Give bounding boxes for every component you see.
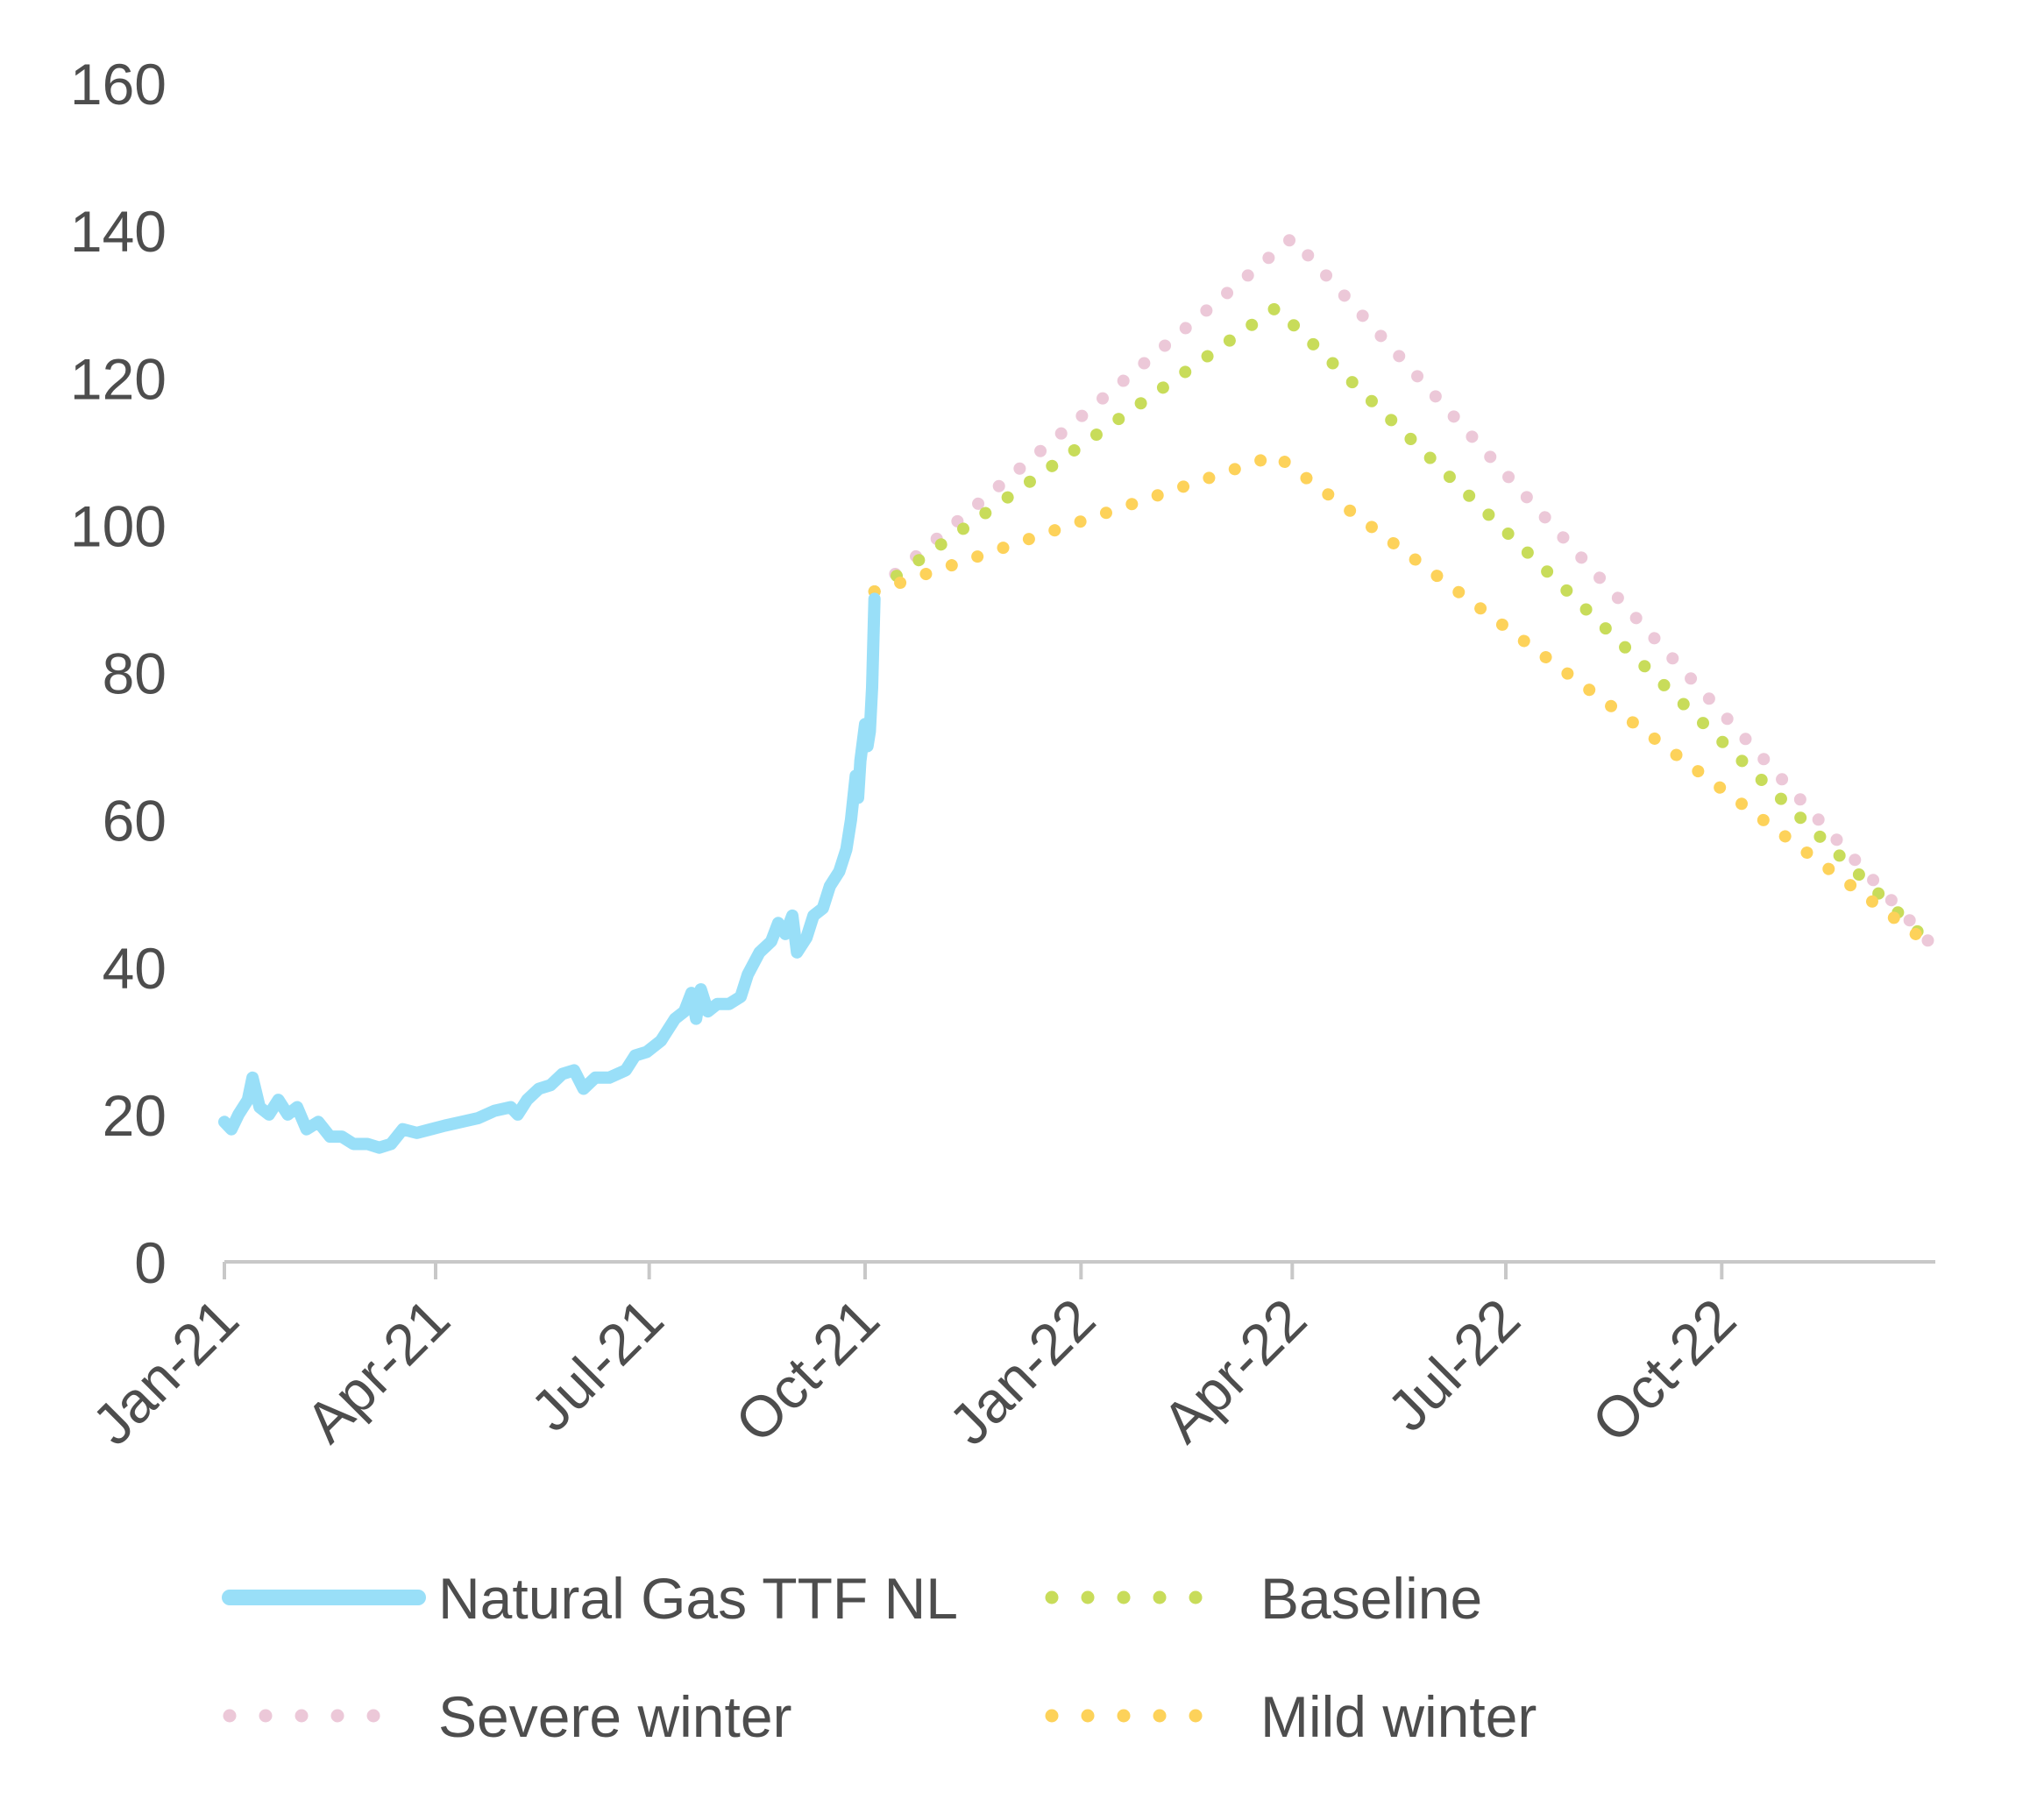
- legend: Natural Gas TTF NL Baseline Severe winter M…: [222, 1566, 1537, 1749]
- legend-label: Mild winter: [1260, 1684, 1537, 1749]
- legend-label: Severe winter: [438, 1684, 792, 1749]
- y-tick-label: 20: [103, 1083, 167, 1148]
- x-axis: Jan-21 Apr-21 Jul-21 Oct-21 Jan-22 Apr-22 Jul-…: [80, 1260, 1935, 1457]
- y-tick-label: 0: [134, 1230, 167, 1295]
- y-tick-label: 100: [70, 493, 167, 558]
- y-tick-label: 60: [103, 789, 167, 853]
- legend-item-baseline: Baseline: [1045, 1566, 1482, 1631]
- x-tick-label: Apr-22: [1150, 1286, 1318, 1455]
- y-tick-label: 160: [70, 52, 167, 117]
- y-tick-label: 40: [103, 936, 167, 1001]
- y-axis: 0 20 40 60 80 100 120 140 160: [70, 52, 167, 1295]
- mild-winter-line: [868, 448, 1941, 955]
- natural-gas-ttf-nl-line: [218, 592, 881, 1154]
- legend-item-severe-winter: Severe winter: [223, 1684, 792, 1749]
- x-tick-label: Jan-21: [80, 1286, 251, 1457]
- x-tick-label: Oct-22: [1579, 1286, 1748, 1455]
- baseline-line: [868, 300, 1941, 955]
- x-tick-label: Jul-22: [1374, 1286, 1531, 1443]
- y-tick-label: 80: [103, 641, 167, 706]
- legend-item-natural-gas-ttf-nl: Natural Gas TTF NL: [222, 1566, 958, 1631]
- legend-item-mild-winter: Mild winter: [1045, 1684, 1537, 1749]
- y-tick-label: 120: [70, 346, 167, 411]
- plot-area: [218, 229, 1941, 1154]
- x-tick-label: Jul-21: [518, 1286, 675, 1443]
- y-tick-label: 140: [70, 199, 167, 264]
- severe-winter-line: [868, 229, 1941, 955]
- legend-label: Natural Gas TTF NL: [438, 1566, 958, 1631]
- x-tick-label: Jan-22: [936, 1286, 1107, 1457]
- legend-label: Baseline: [1260, 1566, 1482, 1631]
- x-tick-label: Oct-21: [723, 1286, 891, 1455]
- x-tick-label: Apr-21: [293, 1286, 461, 1455]
